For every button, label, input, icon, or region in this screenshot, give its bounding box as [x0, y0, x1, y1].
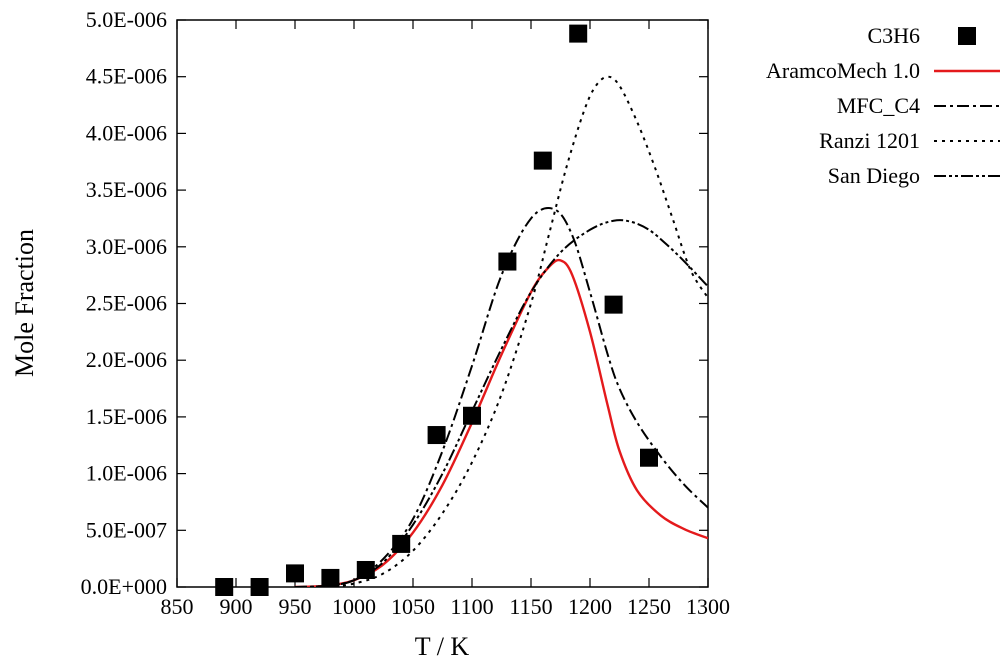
series-lines	[294, 75, 708, 587]
y-axis-ticks: 0.0E+000 5.0E-007 1.0E-006 1.5E-006 2.0E-006…	[81, 7, 708, 599]
legend-label: MFC_C4	[837, 93, 920, 118]
series-line-mfc-c4	[294, 207, 708, 587]
y-axis-label: Mole Fraction	[10, 229, 39, 377]
series-line-aramcomech-1-0	[294, 258, 708, 587]
x-tick-label: 1300	[686, 594, 730, 619]
y-tick-label: 3.5E-006	[86, 177, 167, 202]
legend-label: AramcoMech 1.0	[766, 58, 920, 83]
plot-frame	[176, 19, 709, 588]
x-axis-ticks: 850 900 950 1000 1050 1100 1150 1200 1250 1300	[161, 20, 730, 619]
x-tick-label: 1050	[391, 594, 435, 619]
data-point-c3h6	[286, 564, 304, 583]
x-tick-label: 850	[161, 594, 194, 619]
data-point-c3h6	[640, 448, 658, 467]
data-point-c3h6	[215, 578, 234, 596]
data-point-c3h6	[533, 151, 552, 170]
y-tick-label: 1.5E-006	[86, 404, 167, 429]
data-point-c3h6	[321, 568, 340, 587]
y-tick-label: 5.0E-007	[86, 517, 167, 542]
x-tick-label: 1200	[568, 594, 612, 619]
series-line-san-diego	[294, 219, 708, 587]
data-point-c3h6	[392, 534, 411, 553]
plot-area: 850 900 950 1000 1050 1100 1150 1200 1250 1300 0.…	[81, 7, 730, 619]
data-point-c3h6	[569, 24, 588, 43]
x-tick-label: 1250	[627, 594, 671, 619]
data-point-c3h6	[604, 295, 623, 314]
data-point-c3h6	[250, 578, 269, 596]
legend-label: C3H6	[867, 23, 920, 48]
data-point-c3h6	[356, 560, 375, 579]
legend-label: San Diego	[828, 163, 920, 188]
x-tick-label: 1100	[450, 594, 493, 619]
y-tick-label: 1.0E-006	[86, 461, 167, 486]
y-tick-label: 4.0E-006	[86, 120, 167, 145]
x-axis-label: T / K	[415, 632, 470, 661]
x-tick-label: 900	[220, 594, 253, 619]
x-tick-label: 1150	[509, 594, 552, 619]
y-tick-label: 2.5E-006	[86, 291, 167, 316]
data-markers	[215, 24, 658, 596]
y-tick-label: 2.0E-006	[86, 347, 167, 372]
series-line-ranzi-1201	[295, 75, 708, 587]
x-tick-label: 1000	[332, 594, 376, 619]
y-tick-label: 0.0E+000	[81, 574, 167, 599]
data-point-c3h6	[427, 426, 446, 445]
x-tick-label: 950	[279, 594, 312, 619]
data-point-c3h6	[463, 406, 481, 425]
y-tick-label: 4.5E-006	[86, 64, 167, 89]
y-tick-label: 5.0E-006	[86, 7, 167, 32]
y-tick-label: 3.0E-006	[86, 234, 167, 259]
legend: C3H6 AramcoMech 1.0 MFC_C4 Ranzi 1201 San Di…	[766, 23, 1000, 188]
legend-marker-c3h6	[958, 27, 976, 45]
data-point-c3h6	[498, 252, 517, 271]
legend-label: Ranzi 1201	[819, 128, 920, 153]
